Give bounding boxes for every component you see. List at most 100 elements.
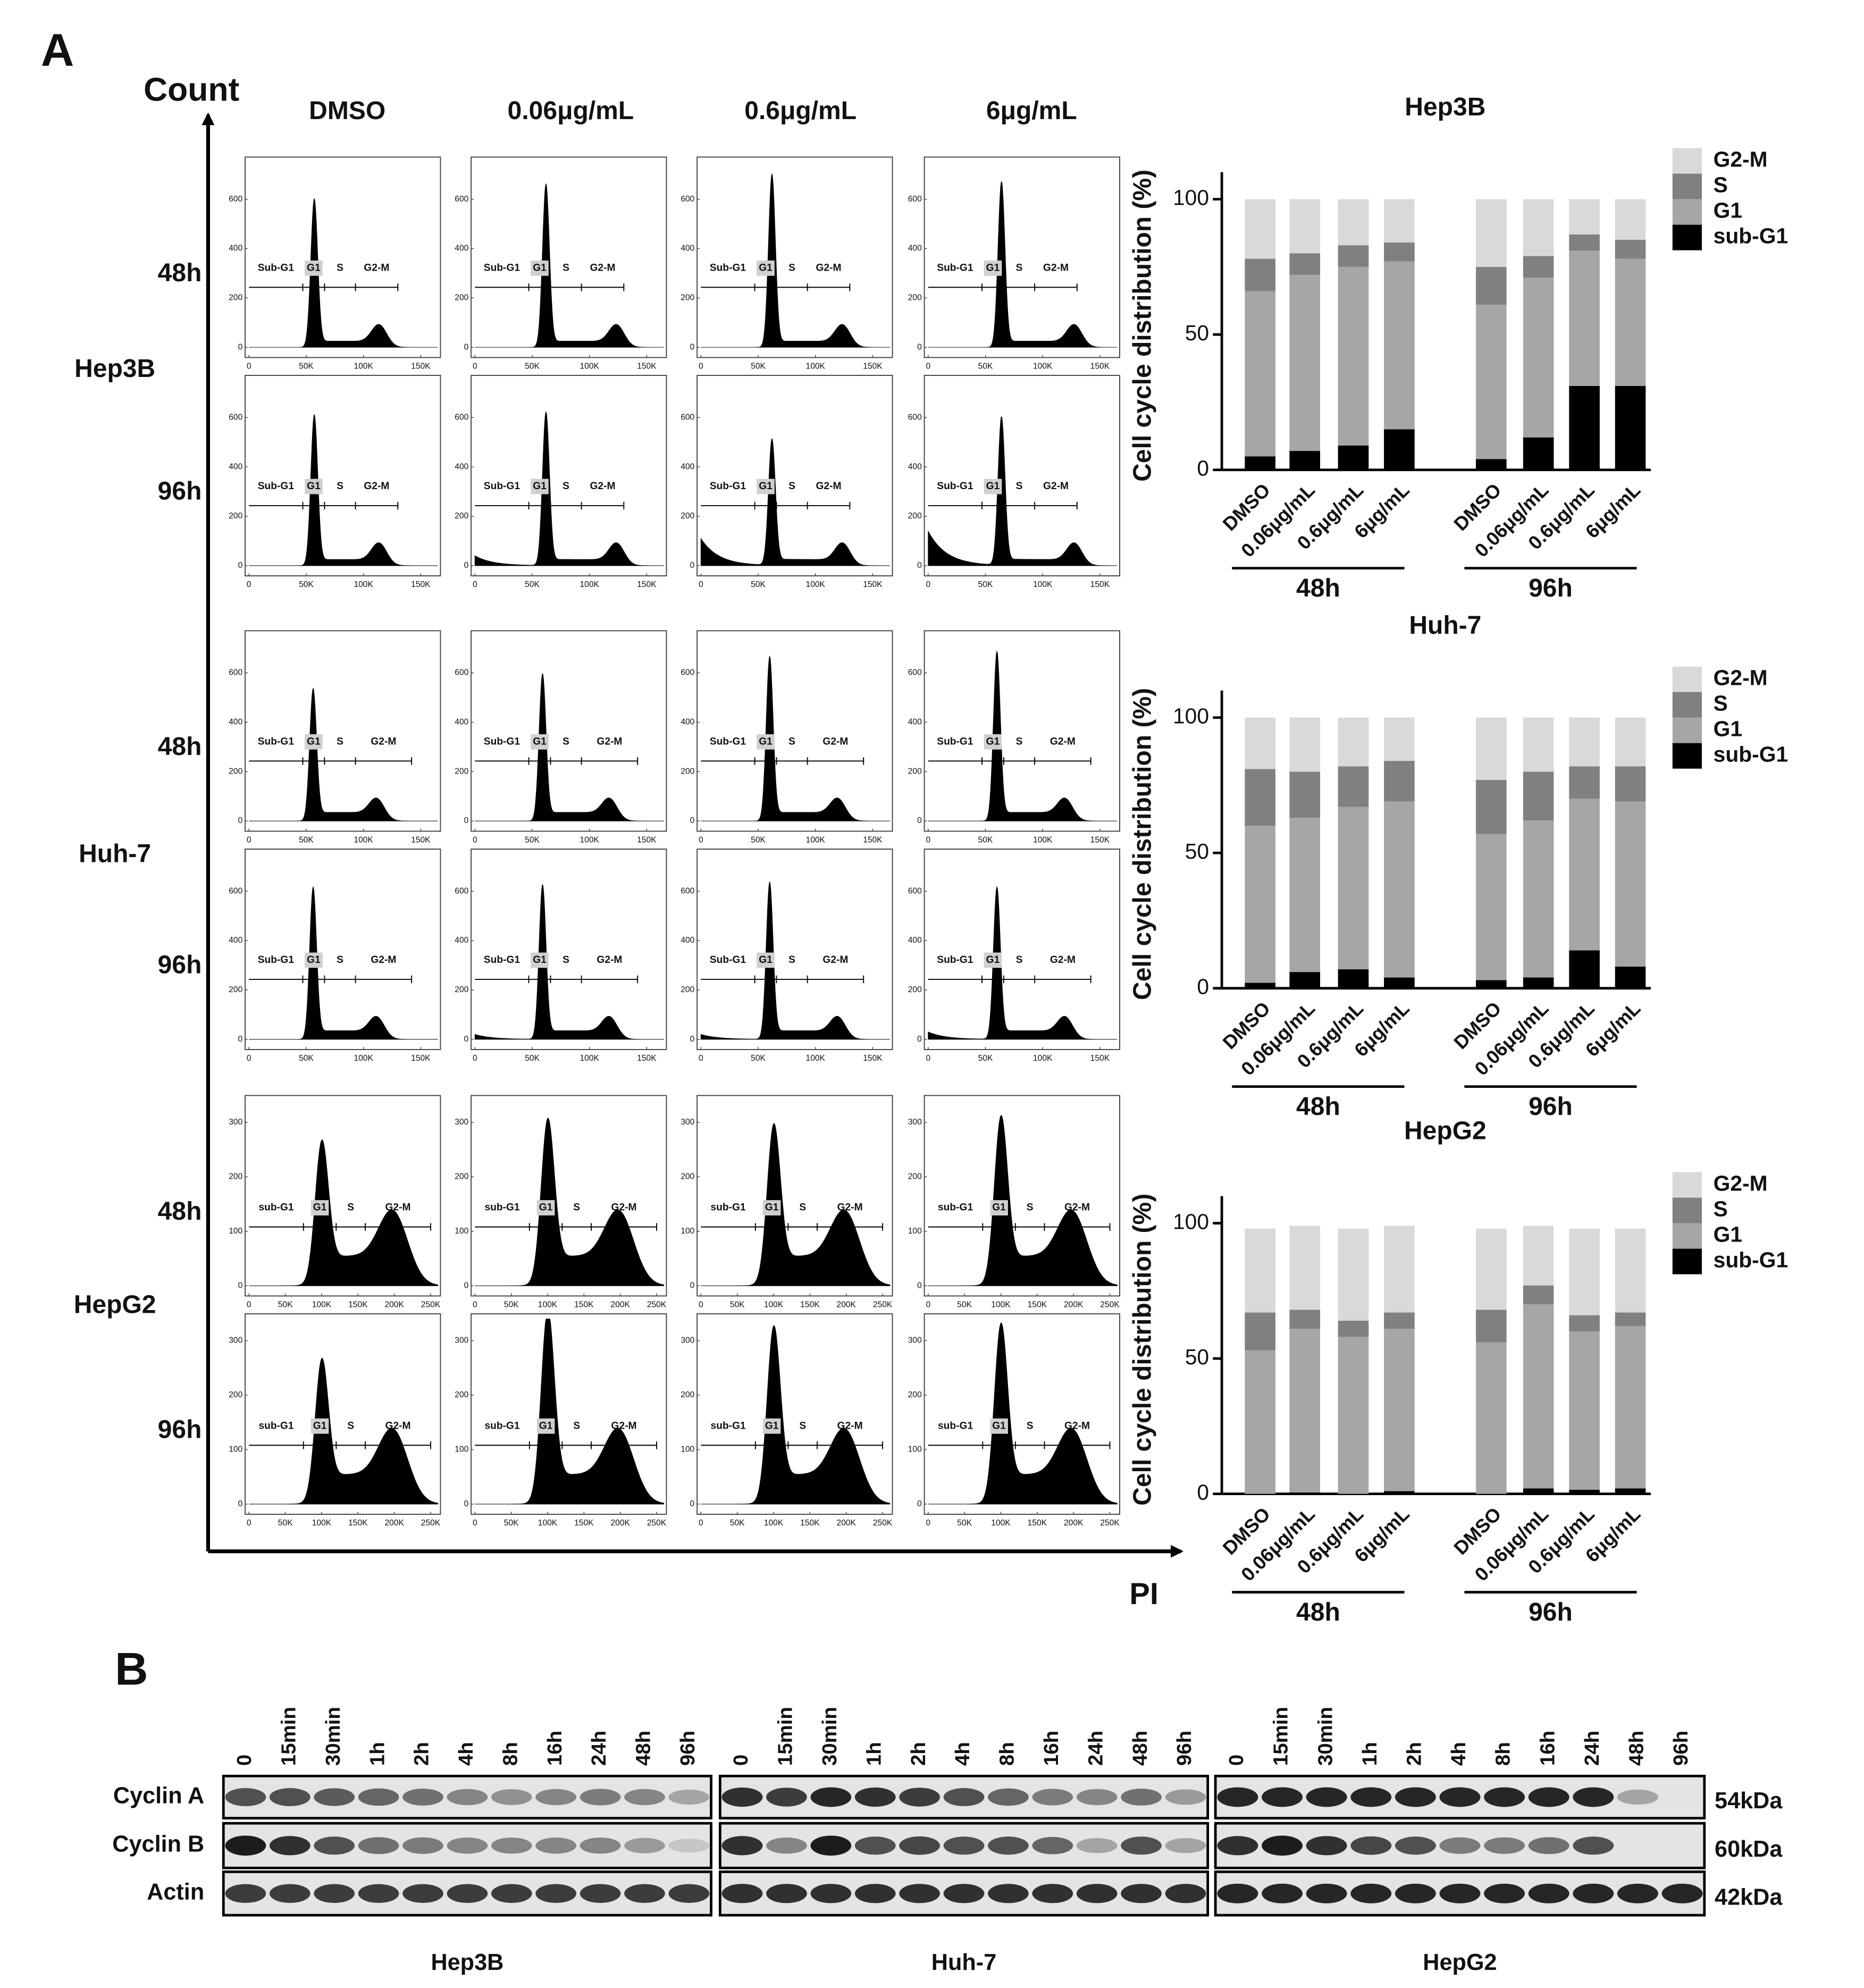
bar-segment <box>1384 1312 1415 1329</box>
blot-band <box>1217 1787 1258 1807</box>
legend-swatch <box>1672 666 1702 692</box>
x-tick-label: 50K <box>978 835 993 844</box>
blot-band <box>1573 1883 1614 1903</box>
x-tick-label: 100K <box>1033 362 1053 371</box>
blot-band <box>1121 1836 1162 1855</box>
blot-band <box>766 1884 807 1903</box>
blot-band <box>1306 1883 1347 1903</box>
gate-label: Sub-G1 <box>258 736 295 747</box>
y-tick-label: 400 <box>455 244 468 253</box>
legend-swatch <box>1672 717 1702 743</box>
gate-label: Sub-G1 <box>258 481 295 492</box>
x-tick-label: 150K <box>637 580 657 589</box>
histogram: 0 200 400 600 0 50K 100K 150K Sub-G1 G1 S G2-M <box>908 630 1120 844</box>
blot-band <box>491 1837 532 1854</box>
x-tick-label: 50K <box>299 362 314 371</box>
histogram-trace <box>700 880 890 1040</box>
gate-label: G1 <box>759 481 773 492</box>
blot-band <box>1217 1883 1258 1903</box>
blot-band <box>1528 1837 1569 1855</box>
histogram-frame <box>245 630 441 832</box>
y-tick-label: 400 <box>681 718 694 727</box>
x-tick-label: 0 <box>247 1300 251 1309</box>
legend-swatch <box>1672 692 1702 718</box>
x-tick-label: 100K <box>1033 580 1053 589</box>
y-tick-label: 600 <box>229 413 242 422</box>
gate-label: G2-M <box>590 481 615 492</box>
y-tick-label: 600 <box>455 195 468 204</box>
bar-segment <box>1475 834 1507 980</box>
x-tick-label: 50K <box>299 580 314 589</box>
gate-label: G1 <box>533 736 547 747</box>
histogram-trace <box>474 410 664 566</box>
bar-segment <box>1245 717 1275 769</box>
y-tick-label: 0 <box>464 1499 469 1508</box>
bar-segment <box>1289 972 1321 988</box>
bar-segment <box>1338 445 1369 470</box>
gate-label: S <box>573 1420 580 1431</box>
group-label: 96h <box>1529 1598 1573 1626</box>
blot-background <box>222 1774 712 1819</box>
y-tick-label: 600 <box>229 886 242 895</box>
blot-band <box>358 1884 399 1903</box>
x-tick-label: 0 <box>473 1519 477 1528</box>
x-tick-label: 0 <box>926 362 930 371</box>
gate-highlight <box>984 952 1002 968</box>
x-tick-label: 150K <box>863 835 883 844</box>
y-tick-label: 200 <box>455 985 468 994</box>
lane-label: 96h <box>1669 1731 1692 1766</box>
histogram-frame <box>696 848 893 1050</box>
blot-band <box>1076 1884 1118 1903</box>
gate-label: G1 <box>765 1202 779 1213</box>
y-tick-label: 200 <box>908 293 922 302</box>
x-tick-label: 150K <box>348 1519 368 1528</box>
blot-band <box>668 1884 710 1903</box>
x-tick-label: 150K <box>1090 362 1110 371</box>
bar-segment <box>1338 245 1369 267</box>
lane-label: 48h <box>1625 1731 1648 1766</box>
bar-segment <box>1615 717 1646 767</box>
y-tick-label: 200 <box>681 1172 694 1181</box>
gate-highlight <box>531 952 549 968</box>
y-tick-label: 200 <box>229 767 242 776</box>
x-tick-label: 250K <box>873 1519 893 1528</box>
x-tick-label: 150K <box>863 362 883 371</box>
lane-label: 0 <box>729 1755 752 1766</box>
y-tick-label: 0 <box>917 1499 922 1508</box>
bar-segment <box>1475 305 1507 459</box>
gate-label: Sub-G1 <box>937 481 973 492</box>
blot-band <box>624 1838 665 1853</box>
x-tick-label: 150K <box>411 580 431 589</box>
bar-segment <box>1523 1226 1554 1286</box>
y-tick-label: 300 <box>229 1118 242 1127</box>
y-tick-label: 400 <box>455 936 468 945</box>
y-tick-label: 0 <box>690 561 695 570</box>
blot-band <box>402 1837 443 1854</box>
y-tick-label: 400 <box>908 936 922 945</box>
size-label: 54kDa <box>1715 1788 1783 1814</box>
histogram: 0 200 400 600 0 50K 100K 150K Sub-G1 G1 S G2-M <box>229 156 441 371</box>
x-tick-label: 50K <box>299 1054 314 1063</box>
histogram-frame <box>471 630 667 832</box>
bar-segment <box>1245 258 1275 291</box>
time-label: 48h <box>158 733 202 761</box>
x-tick-label: 0 <box>699 1519 703 1528</box>
gate-label: G1 <box>313 1420 327 1431</box>
y-tick-label: 200 <box>681 511 694 521</box>
x-tick-label: 50K <box>751 835 766 844</box>
gate-highlight <box>531 479 549 494</box>
gate-label: S <box>788 954 795 966</box>
blot-band <box>1617 1789 1658 1805</box>
y-tick-label: 400 <box>229 462 242 471</box>
blot-band <box>1217 1836 1258 1856</box>
y-tick-label: 50 <box>1185 839 1209 863</box>
x-tick-label: 200K <box>384 1300 404 1309</box>
bar-segment <box>1615 385 1646 470</box>
gate-label: G1 <box>539 1202 553 1213</box>
blot-band <box>358 1788 399 1806</box>
y-tick-label: 200 <box>229 985 242 994</box>
histogram: 0 100 200 300 0 50K 100K 150K 200K 250K sub-G1 G1 S G… <box>455 1095 667 1309</box>
blot-band <box>225 1788 266 1807</box>
